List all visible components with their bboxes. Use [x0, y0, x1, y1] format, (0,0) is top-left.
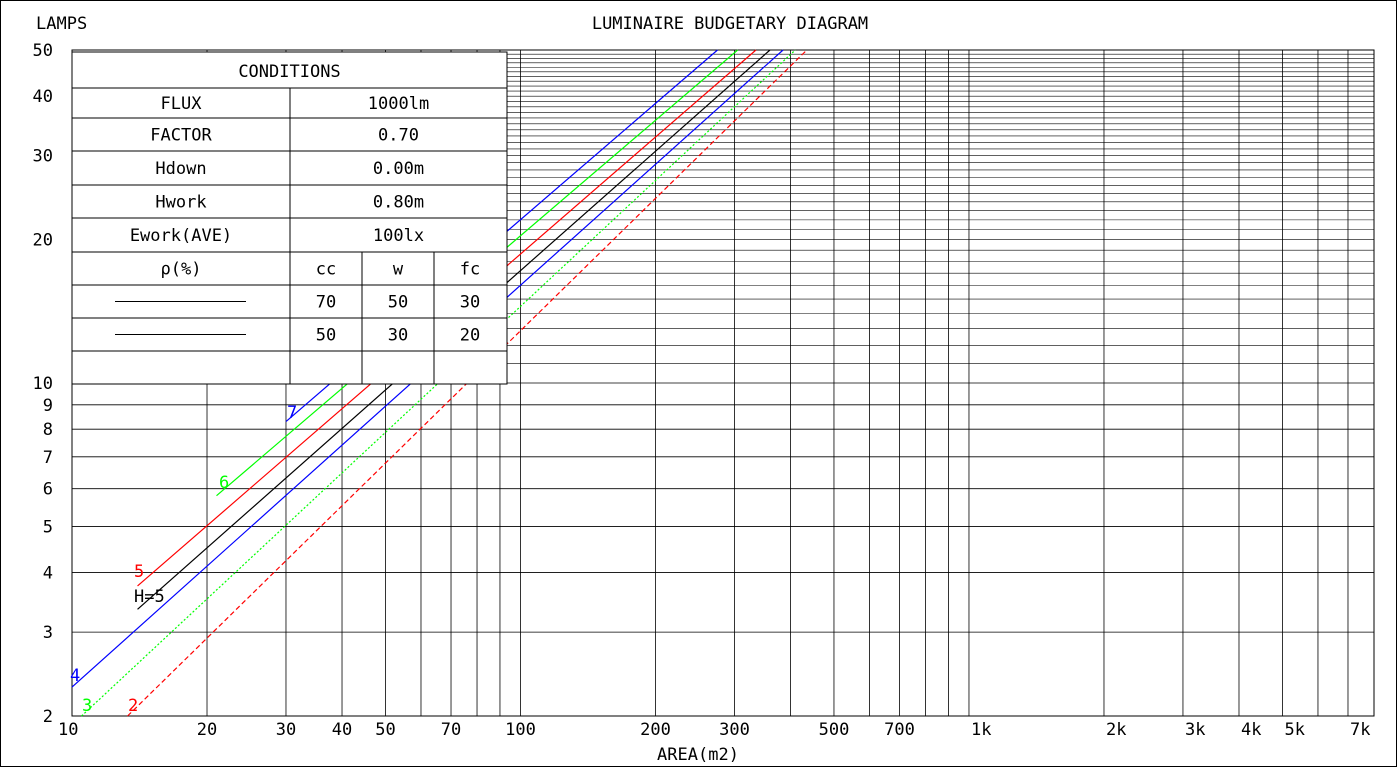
x-tick-label: 700 [884, 720, 915, 740]
series-label: 5 [134, 562, 144, 582]
x-tick-label: 2k [1106, 720, 1126, 740]
series-label: 4 [70, 666, 80, 686]
x-tick-label: 5k [1284, 720, 1304, 740]
rho-label: ρ(%) [161, 260, 202, 280]
condition-value: 1000lm [368, 94, 429, 114]
x-tick-label: 300 [719, 720, 750, 740]
y-axis-title: LAMPS [36, 14, 87, 34]
rho-value: 30 [388, 326, 408, 346]
conditions-table: CONDITIONS FLUX 1000lm FACTOR 0.70 Hdown 0.00m… [71, 51, 508, 385]
condition-value: 100lx [373, 226, 424, 246]
y-tick-label: 40 [33, 87, 53, 107]
y-tick-label: 20 [33, 231, 53, 251]
x-tick-label: 1k [971, 720, 991, 740]
y-tick-label: 6 [43, 480, 53, 500]
rho-value: 30 [460, 293, 480, 313]
x-tick-label: 3k [1185, 720, 1205, 740]
series-label: 7 [287, 403, 297, 423]
y-tick-label: 8 [43, 420, 53, 440]
y-tick-label: 4 [43, 564, 53, 584]
y-tick-label: 7 [43, 448, 53, 468]
rho-value: 50 [316, 326, 336, 346]
x-tick-label: 4k [1241, 720, 1261, 740]
x-tick-label: 100 [505, 720, 536, 740]
x-tick-label: 50 [375, 720, 395, 740]
x-axis-title: AREA(m2) [657, 745, 739, 765]
chart-title: LUMINAIRE BUDGETARY DIAGRAM [592, 14, 868, 34]
series-label: 2 [128, 696, 138, 716]
series-labels: 7 6 5 H=5 43 2 [70, 403, 297, 716]
rho-value: 70 [316, 293, 336, 313]
y-tick-label: 9 [43, 396, 53, 416]
x-tick-label: 70 [441, 720, 461, 740]
condition-value: 0.00m [373, 159, 424, 179]
y-tick-label: 5 [43, 517, 53, 537]
x-tick-label: 20 [197, 720, 217, 740]
series-label: 6 [219, 473, 229, 493]
x-tick-label: 40 [332, 720, 352, 740]
rho-value: 20 [460, 326, 480, 346]
x-tick-label: 30 [276, 720, 296, 740]
y-tick-label: 2 [43, 707, 53, 727]
y-tick-label: 30 [33, 147, 53, 167]
conditions-title: CONDITIONS [238, 62, 340, 82]
condition-label: Hwork [155, 193, 206, 213]
y-tick-label: 3 [43, 623, 53, 643]
condition-value: 0.70 [378, 126, 419, 146]
condition-label: FLUX [161, 94, 203, 114]
condition-label: Hdown [155, 159, 206, 179]
x-tick-label: 200 [640, 720, 671, 740]
y-tick-label: 50 [33, 41, 53, 61]
series-label: H=5 [134, 587, 165, 607]
y-tick-label: 10 [33, 374, 53, 394]
rho-header: cc [316, 260, 336, 280]
x-tick-label: 7k [1350, 720, 1370, 740]
rho-header: w [393, 260, 404, 280]
rho-header: fc [460, 260, 480, 280]
x-tick-label: 500 [819, 720, 850, 740]
rho-value: 50 [388, 293, 408, 313]
condition-value: 0.80m [373, 193, 424, 213]
condition-label: FACTOR [150, 126, 212, 146]
condition-label: Ework(AVE) [130, 226, 232, 246]
x-tick-label: 10 [58, 720, 78, 740]
series-label: 3 [82, 696, 92, 716]
